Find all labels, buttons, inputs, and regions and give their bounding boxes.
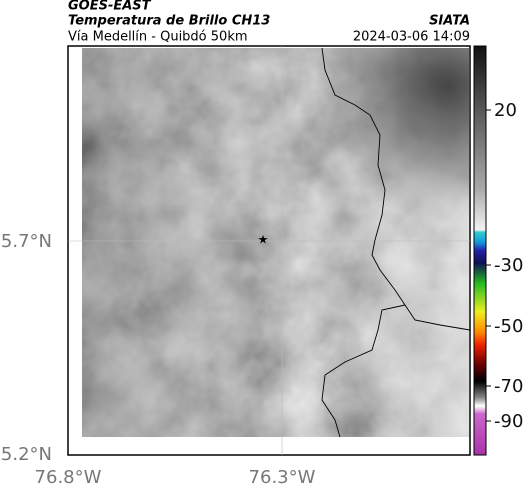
region: Vía Medellín - Quibdó 50km [68, 30, 248, 45]
lon-label: 76.8°W [35, 467, 102, 488]
title: GOES-EAST [68, 0, 152, 14]
coastline [321, 47, 471, 438]
satellite-image [82, 48, 469, 437]
colorbar-ticks: 20 -30 -50 -70 -90 [486, 100, 523, 432]
source: SIATA [429, 14, 470, 29]
product: Temperatura de Brillo CH13 [68, 14, 270, 29]
colorbar-label: 20 [494, 100, 517, 121]
lat-label: 5.2°N [1, 444, 52, 465]
datetime: 2024-03-06 14:09 [353, 30, 470, 45]
lon-label: 76.3°W [249, 467, 316, 488]
location-marker: ★ [258, 233, 269, 247]
colorbar [473, 45, 487, 456]
colorbar-label: -30 [494, 255, 523, 276]
colorbar-label: -50 [494, 316, 523, 337]
colorbar-label: -70 [494, 376, 523, 397]
lat-label: 5.7°N [1, 231, 52, 252]
colorbar-label: -90 [494, 411, 523, 432]
